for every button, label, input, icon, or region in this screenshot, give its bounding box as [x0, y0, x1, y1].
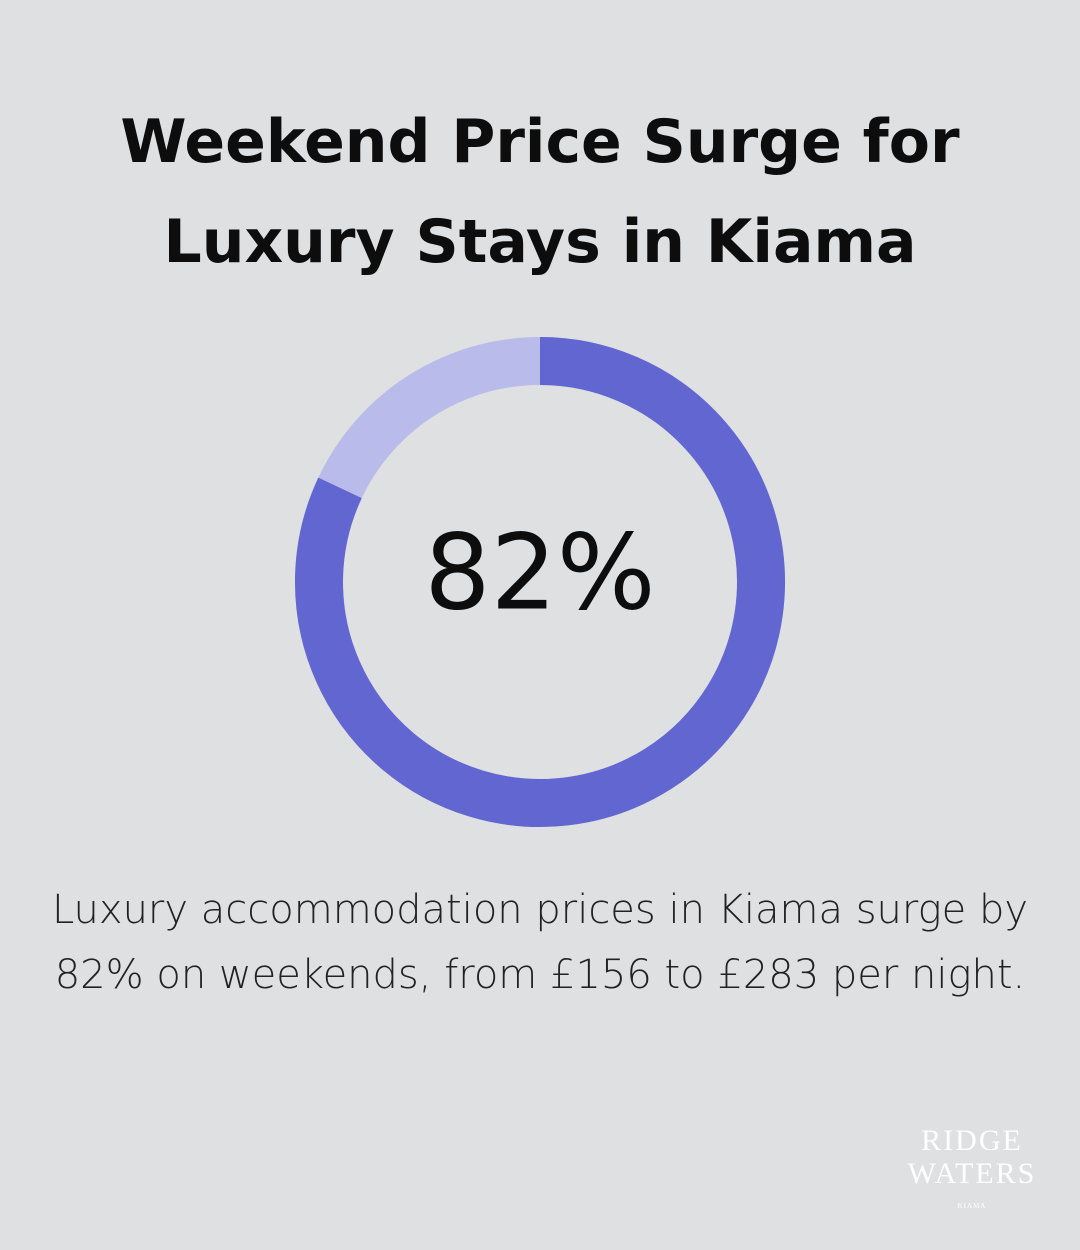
center-label: 82%: [424, 511, 655, 633]
chart-title: Weekend Price Surge for Luxury Stays in …: [120, 107, 960, 277]
donut-segment: [295, 337, 785, 827]
caption: Luxury accommodation prices in Kiama sur…: [51, 887, 1029, 998]
logo-line: KIAMA: [958, 1202, 987, 1210]
logo-line: RIDGE: [921, 1124, 1023, 1157]
logo-line: WATERS: [908, 1157, 1037, 1190]
